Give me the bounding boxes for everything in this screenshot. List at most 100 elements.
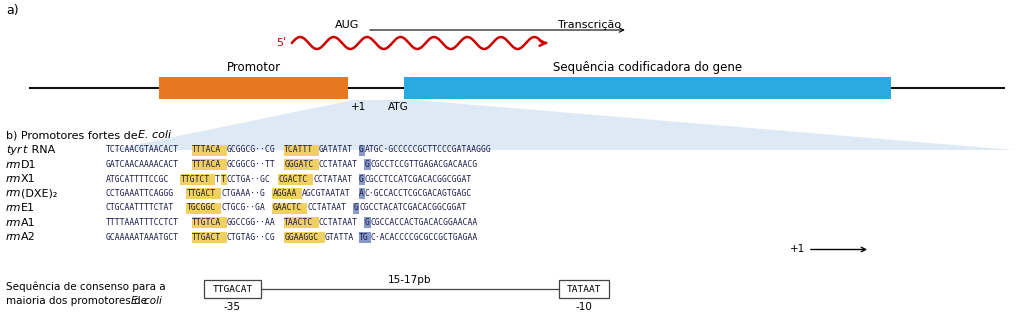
Text: rm: rm: [6, 217, 22, 227]
Bar: [284, 144, 318, 155]
Bar: [191, 217, 226, 228]
Text: AUG: AUG: [335, 20, 359, 30]
Bar: [279, 173, 313, 184]
Text: TTGTCT: TTGTCT: [181, 174, 210, 183]
Text: RNA: RNA: [28, 145, 55, 155]
Polygon shape: [110, 100, 1014, 150]
Text: TTGACAT: TTGACAT: [212, 285, 253, 294]
Text: rm: rm: [6, 232, 22, 242]
Text: CTGCG··GA: CTGCG··GA: [221, 203, 265, 213]
Text: Sequência de consenso para a: Sequência de consenso para a: [6, 282, 166, 292]
Text: TTTACA: TTTACA: [193, 145, 221, 154]
Text: GCAAAAATAAATGCT: GCAAAAATAAATGCT: [106, 233, 179, 242]
Text: AGGAA: AGGAA: [272, 189, 297, 198]
Bar: [186, 203, 221, 214]
Text: A1: A1: [22, 217, 36, 227]
Text: X1: X1: [22, 174, 36, 184]
Text: CGCCTCCATCGACACGGCGGAT: CGCCTCCATCGACACGGCGGAT: [365, 174, 472, 183]
Text: GGCCGG··AA: GGCCGG··AA: [226, 218, 275, 227]
Text: 5ʹ: 5ʹ: [275, 38, 286, 48]
Text: GTATTA: GTATTA: [325, 233, 353, 242]
Bar: [180, 173, 215, 184]
Text: CCTATAAT: CCTATAAT: [318, 218, 357, 227]
Text: -35: -35: [224, 302, 241, 312]
Text: G: G: [359, 174, 364, 183]
Bar: [191, 159, 226, 170]
Text: t: t: [22, 145, 27, 155]
Text: TTTACA: TTTACA: [193, 160, 221, 169]
Text: CCTATAAT: CCTATAAT: [307, 203, 346, 213]
Text: CCTATAAT: CCTATAAT: [318, 160, 357, 169]
Bar: [353, 203, 359, 214]
Text: rm: rm: [6, 203, 22, 213]
Text: GAACTC: GAACTC: [272, 203, 302, 213]
Text: TAACTC: TAACTC: [285, 218, 313, 227]
Text: GCGGCG··TT: GCGGCG··TT: [226, 160, 275, 169]
Bar: [358, 188, 365, 199]
Text: +1: +1: [790, 245, 805, 255]
Bar: [221, 173, 226, 184]
Bar: [404, 77, 891, 99]
Text: CCTGAAATTCAGGG: CCTGAAATTCAGGG: [106, 189, 174, 198]
Text: ATGCATTTTCCGC: ATGCATTTTCCGC: [106, 174, 169, 183]
Bar: [365, 217, 371, 228]
Text: TTGTCA: TTGTCA: [193, 218, 221, 227]
Text: maioria dos promotores de: maioria dos promotores de: [6, 296, 151, 306]
Text: G: G: [365, 160, 370, 169]
Text: A: A: [359, 189, 364, 198]
Text: +1: +1: [350, 102, 366, 112]
Bar: [358, 144, 365, 155]
FancyBboxPatch shape: [559, 280, 609, 298]
Text: ATGC·GCCCCCGCTTCCCGATAAGGG: ATGC·GCCCCCGCTTCCCGATAAGGG: [365, 145, 492, 154]
Text: CGCCACCACTGACACGGAACAA: CGCCACCACTGACACGGAACAA: [371, 218, 478, 227]
Text: GATCAACAAAACACT: GATCAACAAAACACT: [106, 160, 179, 169]
Text: a): a): [6, 4, 18, 17]
Text: GGGATC: GGGATC: [285, 160, 313, 169]
Text: C·ACACCCCGCGCCGCTGAGAA: C·ACACCCCGCGCCGCTGAGAA: [371, 233, 478, 242]
Bar: [284, 159, 318, 170]
Text: Sequência codificadora do gene: Sequência codificadora do gene: [553, 61, 742, 74]
Text: CGACTC: CGACTC: [279, 174, 308, 183]
Bar: [284, 232, 325, 243]
Text: rm: rm: [6, 160, 22, 170]
Text: rm: rm: [6, 174, 22, 184]
Text: Transcrição: Transcrição: [558, 20, 621, 30]
Text: TTGACT: TTGACT: [186, 189, 216, 198]
Bar: [272, 188, 301, 199]
Text: TCATTT: TCATTT: [285, 145, 313, 154]
Text: TATAAT: TATAAT: [566, 285, 601, 294]
Text: G: G: [353, 203, 358, 213]
Text: TGCGGC: TGCGGC: [186, 203, 216, 213]
Text: G: G: [359, 145, 364, 154]
Text: GGAAGGC: GGAAGGC: [285, 233, 318, 242]
Bar: [358, 173, 365, 184]
Text: D1: D1: [22, 160, 37, 170]
Bar: [191, 232, 226, 243]
Text: CGCCTCCGTTGAGACGACAACG: CGCCTCCGTTGAGACGACAACG: [371, 160, 478, 169]
Text: A2: A2: [22, 232, 36, 242]
Text: TTGACT: TTGACT: [193, 233, 221, 242]
Text: T: T: [215, 174, 220, 183]
Text: CGCCTACATCGACACGGCGGAT: CGCCTACATCGACACGGCGGAT: [359, 203, 466, 213]
Text: CTGAAA··G: CTGAAA··G: [221, 189, 265, 198]
Text: GCGGCG··CG: GCGGCG··CG: [226, 145, 275, 154]
Text: TG: TG: [359, 233, 369, 242]
Text: rm: rm: [6, 189, 22, 199]
Bar: [186, 188, 221, 199]
Text: TTTTAAATTTCCTCT: TTTTAAATTTCCTCT: [106, 218, 179, 227]
Text: AGCGTAATAT: AGCGTAATAT: [301, 189, 350, 198]
Text: CCTGA··GC: CCTGA··GC: [226, 174, 270, 183]
Bar: [365, 159, 371, 170]
Text: Promotor: Promotor: [226, 61, 281, 74]
Text: (DXE)₂: (DXE)₂: [22, 189, 57, 199]
Text: E. coli: E. coli: [138, 130, 171, 140]
Text: ATG: ATG: [388, 102, 409, 112]
Text: 15-17pb: 15-17pb: [388, 275, 432, 285]
Text: CCTATAAT: CCTATAAT: [313, 174, 352, 183]
Bar: [191, 144, 226, 155]
Text: C·GCCACCTCGCGACAGTGAGC: C·GCCACCTCGCGACAGTGAGC: [365, 189, 472, 198]
Text: GATATAT: GATATAT: [318, 145, 353, 154]
Text: G: G: [365, 218, 370, 227]
Text: E1: E1: [22, 203, 35, 213]
Bar: [272, 203, 307, 214]
